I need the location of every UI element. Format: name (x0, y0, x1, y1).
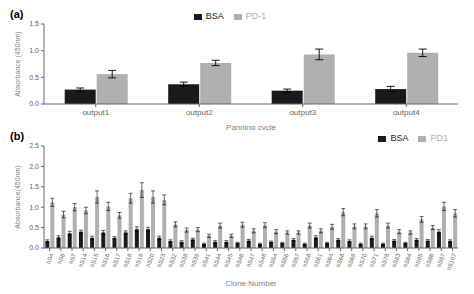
svg-text:hS84: hS84 (402, 252, 413, 268)
html-text:BSA: BSA (390, 133, 409, 143)
svg-text:output4: output4 (393, 108, 420, 117)
svg-text:hS48: hS48 (257, 252, 268, 268)
svg-text:0.0: 0.0 (29, 100, 39, 107)
svg-text:hS86: hS86 (425, 252, 436, 268)
svg-text:hS20: hS20 (145, 252, 156, 268)
svg-text:hS41: hS41 (201, 252, 212, 268)
svg-text:1.0: 1.0 (29, 47, 39, 54)
svg-text:0.5: 0.5 (29, 224, 39, 231)
svg-text:hS83: hS83 (391, 252, 402, 268)
svg-text:1.5: 1.5 (29, 183, 39, 190)
svg-text:hS78: hS78 (380, 252, 391, 268)
svg-text:hS68: hS68 (335, 252, 346, 268)
svg-text:hS58: hS58 (301, 252, 312, 268)
svg-text:hS38: hS38 (178, 252, 189, 268)
svg-text:hS54: hS54 (268, 252, 279, 268)
svg-text:hS45: hS45 (223, 252, 234, 268)
svg-text:hS16: hS16 (100, 252, 111, 268)
svg-text:hS23: hS23 (156, 252, 167, 268)
svg-text:hS71: hS71 (369, 252, 380, 268)
svg-text:hS39: hS39 (190, 252, 201, 268)
html-text:PD-1: PD-1 (245, 11, 267, 21)
svg-text:hS18: hS18 (122, 252, 133, 268)
html-text:(b): (b) (10, 130, 24, 142)
svg-text:hS47: hS47 (246, 252, 257, 268)
svg-text:hS32: hS32 (167, 252, 178, 268)
svg-text:hS85: hS85 (413, 252, 424, 268)
html-text:PD1: PD1 (430, 133, 448, 143)
svg-text:hS44: hS44 (212, 252, 223, 268)
svg-text:hS15: hS15 (89, 252, 100, 268)
svg-text:Absorbance (450nm): Absorbance (450nm) (14, 31, 22, 96)
svg-text:0.5: 0.5 (29, 74, 39, 81)
svg-text:hS64: hS64 (324, 252, 335, 268)
svg-text:hS19: hS19 (134, 252, 145, 268)
svg-text:hS56: hS56 (279, 252, 290, 268)
svg-text:output2: output2 (186, 108, 213, 117)
svg-text:hS97: hS97 (436, 252, 447, 268)
svg-text:Panning cycle: Panning cycle (226, 123, 276, 130)
svg-text:1.5: 1.5 (29, 20, 39, 27)
html-text:BSA: BSA (205, 11, 224, 21)
svg-text:hS14: hS14 (78, 252, 89, 268)
svg-text:hS61: hS61 (313, 252, 324, 268)
svg-text:hS70: hS70 (357, 252, 368, 268)
svg-text:hS7: hS7 (68, 252, 78, 265)
svg-text:hS6: hS6 (56, 252, 66, 265)
svg-text:hS46: hS46 (234, 252, 245, 268)
svg-text:0.0: 0.0 (29, 244, 39, 251)
svg-text:hS69: hS69 (346, 252, 357, 268)
svg-text:hS4: hS4 (45, 252, 55, 265)
svg-text:2.5: 2.5 (29, 142, 39, 149)
html-text:(a): (a) (10, 8, 24, 20)
svg-text:2.0: 2.0 (29, 163, 39, 170)
svg-text:output3: output3 (289, 108, 316, 117)
svg-text:Absorbance(450nm): Absorbance(450nm) (14, 165, 22, 228)
svg-text:Clone Number: Clone Number (225, 279, 277, 286)
svg-text:hS57: hS57 (290, 252, 301, 268)
svg-text:hS107: hS107 (446, 252, 458, 271)
svg-text:1.0: 1.0 (29, 204, 39, 211)
svg-text:hS17: hS17 (111, 252, 122, 268)
svg-text:output1: output1 (82, 108, 109, 117)
